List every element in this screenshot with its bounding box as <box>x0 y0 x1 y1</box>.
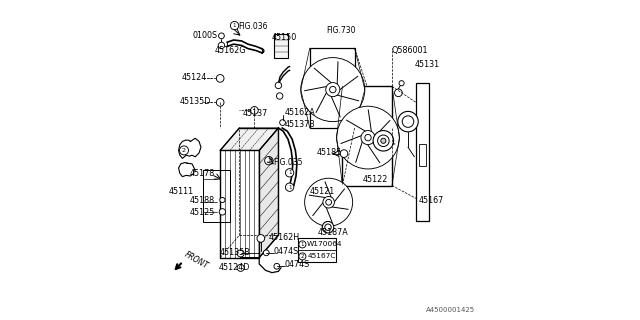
Text: 2: 2 <box>182 148 186 153</box>
Bar <box>416 83 429 221</box>
Text: 45111: 45111 <box>168 187 193 196</box>
Circle shape <box>299 241 306 248</box>
Circle shape <box>325 224 332 230</box>
Text: FIG.730: FIG.730 <box>326 26 355 35</box>
Text: 45135B: 45135B <box>219 248 250 257</box>
Circle shape <box>237 264 244 271</box>
Circle shape <box>326 199 332 205</box>
Circle shape <box>237 250 244 257</box>
Text: 45131: 45131 <box>415 60 440 69</box>
Circle shape <box>219 33 225 39</box>
Text: FIG.036: FIG.036 <box>239 22 268 31</box>
Bar <box>298 238 336 262</box>
Text: FRONT: FRONT <box>183 250 210 270</box>
Text: W170064: W170064 <box>307 241 342 247</box>
Circle shape <box>403 116 414 127</box>
Circle shape <box>330 86 336 93</box>
Text: 0474S: 0474S <box>285 260 310 269</box>
Circle shape <box>280 120 285 125</box>
Text: 45125: 45125 <box>189 208 215 217</box>
Text: 0474S: 0474S <box>274 247 299 256</box>
Circle shape <box>250 107 258 114</box>
Circle shape <box>179 146 189 155</box>
Polygon shape <box>220 150 259 258</box>
Circle shape <box>285 183 294 191</box>
Text: 1: 1 <box>233 23 236 28</box>
Bar <box>419 144 426 166</box>
Circle shape <box>398 111 419 132</box>
Circle shape <box>399 81 404 86</box>
Circle shape <box>285 169 294 177</box>
Text: 45187A: 45187A <box>317 228 348 237</box>
Bar <box>274 34 288 58</box>
Text: 45124D: 45124D <box>218 263 250 272</box>
Text: 45162A: 45162A <box>284 108 315 117</box>
Circle shape <box>326 83 340 97</box>
Circle shape <box>337 106 399 169</box>
Circle shape <box>373 131 394 151</box>
Text: 0100S: 0100S <box>193 31 218 40</box>
Circle shape <box>216 75 224 82</box>
Text: 45167: 45167 <box>419 196 444 205</box>
Circle shape <box>301 58 365 122</box>
Polygon shape <box>259 128 278 258</box>
Text: 45121: 45121 <box>310 187 335 196</box>
Circle shape <box>305 178 353 226</box>
Text: 45137: 45137 <box>243 109 268 118</box>
Circle shape <box>276 93 283 99</box>
Text: 45167C: 45167C <box>307 253 335 260</box>
Circle shape <box>265 156 273 165</box>
Text: 45137B: 45137B <box>284 120 315 129</box>
Circle shape <box>299 253 306 260</box>
Text: 1: 1 <box>288 170 291 175</box>
Circle shape <box>361 131 375 145</box>
Text: 1: 1 <box>301 242 304 247</box>
Circle shape <box>365 134 371 141</box>
Circle shape <box>323 196 334 208</box>
Text: 45178: 45178 <box>189 169 214 178</box>
Text: 45122: 45122 <box>362 175 388 184</box>
Text: FIG.035: FIG.035 <box>273 158 303 167</box>
Text: 45150: 45150 <box>272 33 297 42</box>
Text: 1: 1 <box>288 185 291 190</box>
Circle shape <box>378 135 389 147</box>
Text: A4500001425: A4500001425 <box>426 307 475 313</box>
Circle shape <box>257 235 265 242</box>
Polygon shape <box>220 128 278 150</box>
Circle shape <box>381 138 386 143</box>
Text: 2: 2 <box>301 254 304 259</box>
Text: 45188: 45188 <box>189 196 214 205</box>
Circle shape <box>394 89 402 97</box>
Circle shape <box>275 82 282 89</box>
Text: 45162G: 45162G <box>214 46 246 55</box>
Bar <box>342 86 392 186</box>
Bar <box>310 48 355 128</box>
Circle shape <box>219 209 226 215</box>
Text: 45135D: 45135D <box>179 97 211 106</box>
Text: 45185: 45185 <box>316 148 341 157</box>
Circle shape <box>216 99 224 106</box>
Circle shape <box>340 150 348 157</box>
Circle shape <box>220 197 225 203</box>
Circle shape <box>264 250 269 256</box>
Text: 45162H: 45162H <box>268 233 300 242</box>
Circle shape <box>274 263 280 269</box>
Bar <box>204 170 230 222</box>
Text: Q586001: Q586001 <box>391 46 428 55</box>
Circle shape <box>323 221 334 233</box>
Text: 1: 1 <box>267 158 271 163</box>
Circle shape <box>218 42 225 49</box>
Circle shape <box>230 21 239 30</box>
Text: 45124: 45124 <box>182 73 207 82</box>
